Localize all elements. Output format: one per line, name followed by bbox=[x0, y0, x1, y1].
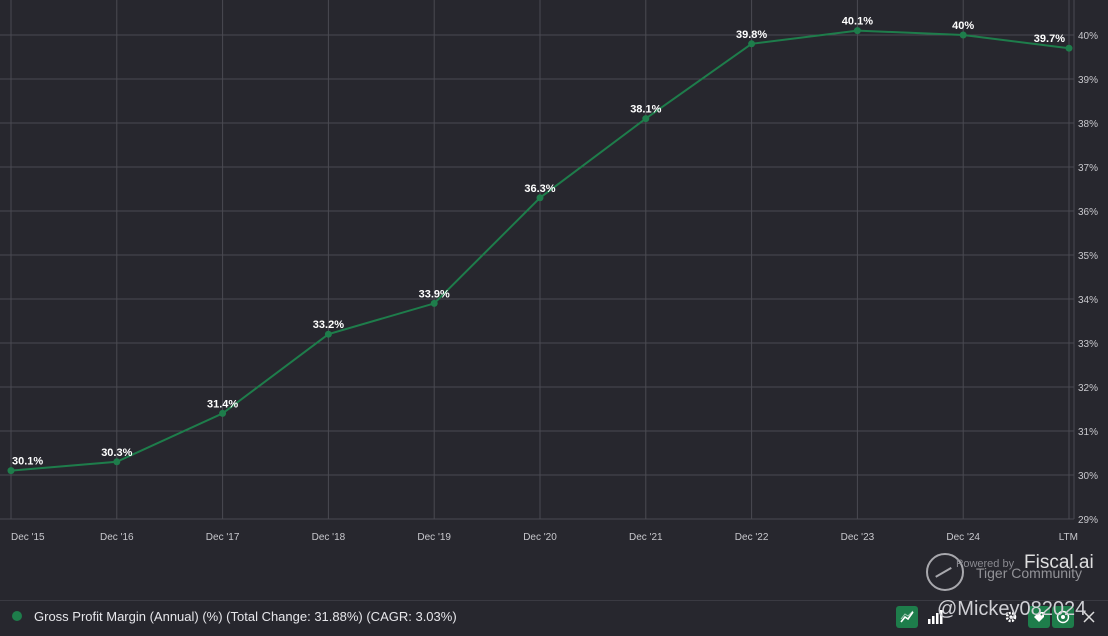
data-label: 40.1% bbox=[842, 16, 873, 28]
data-point[interactable] bbox=[1065, 44, 1073, 52]
x-tick-label: Dec '15 bbox=[11, 532, 45, 543]
trend-icon[interactable] bbox=[896, 606, 918, 628]
legend-marker bbox=[12, 611, 22, 621]
y-tick-label: 31% bbox=[1078, 427, 1098, 438]
x-tick-label: LTM bbox=[1059, 532, 1078, 543]
y-tick-label: 36% bbox=[1078, 207, 1098, 218]
data-label: 39.7% bbox=[1034, 33, 1065, 45]
close-icon[interactable] bbox=[1078, 606, 1100, 628]
x-tick-label: Dec '21 bbox=[629, 532, 663, 543]
data-point[interactable] bbox=[219, 409, 227, 417]
data-point[interactable] bbox=[853, 27, 861, 35]
data-point[interactable] bbox=[430, 299, 438, 307]
data-label: 33.9% bbox=[419, 288, 450, 300]
data-point[interactable] bbox=[536, 194, 544, 202]
bar-chart-icon[interactable] bbox=[924, 606, 946, 628]
x-tick-label: Dec '24 bbox=[946, 532, 980, 543]
y-tick-label: 38% bbox=[1078, 119, 1098, 130]
y-tick-label: 39% bbox=[1078, 75, 1098, 86]
y-tick-label: 37% bbox=[1078, 163, 1098, 174]
data-label: 39.8% bbox=[736, 29, 767, 41]
y-tick-label: 35% bbox=[1078, 251, 1098, 262]
data-label: 30.1% bbox=[12, 456, 43, 468]
tiger-logo-icon bbox=[926, 553, 964, 591]
line-chart: 29% 30% 31% 32% 33% 34% 35% 36% 37% 38% 39% 40% Dec… bbox=[0, 0, 1098, 543]
grid bbox=[0, 0, 1075, 520]
settings-icon[interactable] bbox=[1000, 606, 1022, 628]
legend: Gross Profit Margin (Annual) (%) (Total … bbox=[0, 600, 1108, 634]
x-tick-label: Dec '19 bbox=[417, 532, 451, 543]
data-point[interactable] bbox=[642, 115, 650, 123]
legend-label[interactable]: Gross Profit Margin (Annual) (%) (Total … bbox=[34, 609, 457, 624]
x-tick-label: Dec '16 bbox=[100, 532, 134, 543]
data-point[interactable] bbox=[113, 458, 121, 466]
y-tick-label: 32% bbox=[1078, 383, 1098, 394]
watermark: Powered by Fiscal.ai Tiger Community bbox=[926, 551, 1106, 591]
data-label: 33.2% bbox=[313, 319, 344, 331]
y-tick-label: 30% bbox=[1078, 471, 1098, 482]
data-label: 30.3% bbox=[101, 447, 132, 459]
data-label: 38.1% bbox=[630, 104, 661, 116]
data-label: 31.4% bbox=[207, 398, 238, 410]
fiscal-ai-brand: Fiscal.ai bbox=[1024, 552, 1094, 573]
author-handle: @Mickey082024 bbox=[937, 598, 1087, 620]
y-tick-label: 29% bbox=[1078, 515, 1098, 526]
x-tick-label: Dec '22 bbox=[735, 532, 769, 543]
series-gross-profit-margin[interactable] bbox=[7, 27, 1073, 475]
data-labels: 30.1% 30.3% 31.4% 33.2% 33.9% 36.3% 38.1% 39.8%… bbox=[12, 16, 1065, 468]
data-label: 36.3% bbox=[524, 183, 555, 195]
data-point[interactable] bbox=[7, 467, 15, 475]
y-axis-ticks: 29% 30% 31% 32% 33% 34% 35% 36% 37% 38% 39% 40% bbox=[1078, 31, 1098, 526]
y-tick-label: 33% bbox=[1078, 339, 1098, 350]
y-tick-label: 40% bbox=[1078, 31, 1098, 42]
tag-icon[interactable] bbox=[1028, 606, 1050, 628]
x-tick-label: Dec '20 bbox=[523, 532, 557, 543]
data-point[interactable] bbox=[748, 40, 756, 48]
data-point[interactable] bbox=[959, 31, 967, 39]
target-icon[interactable] bbox=[1052, 606, 1074, 628]
data-point[interactable] bbox=[324, 330, 332, 338]
tiger-community-text: Tiger Community bbox=[976, 565, 1083, 581]
x-tick-label: Dec '17 bbox=[206, 532, 240, 543]
x-tick-label: Dec '23 bbox=[841, 532, 875, 543]
x-tick-label: Dec '18 bbox=[312, 532, 346, 543]
y-tick-label: 34% bbox=[1078, 295, 1098, 306]
x-axis-ticks: Dec '15 Dec '16 Dec '17 Dec '18 Dec '19 Dec '… bbox=[11, 532, 1078, 543]
powered-by-text: Powered by bbox=[956, 558, 1015, 570]
data-label: 40% bbox=[952, 20, 974, 32]
